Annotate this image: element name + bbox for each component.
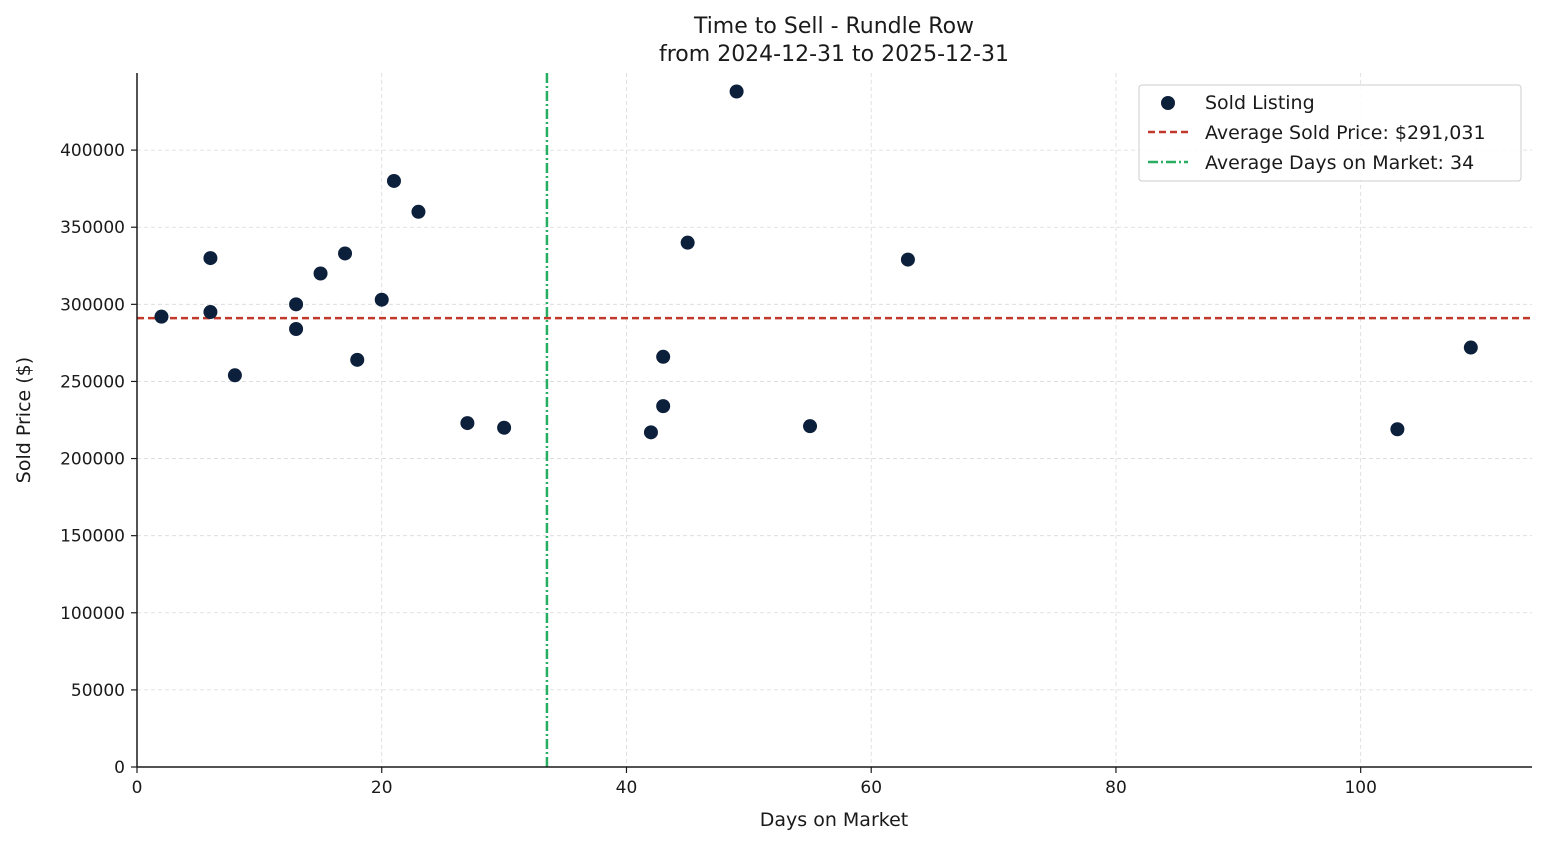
x-tick-label: 80: [1105, 778, 1127, 798]
y-tick-label: 350000: [60, 218, 125, 238]
data-point: [227, 368, 242, 383]
data-point: [460, 416, 475, 431]
data-point: [350, 352, 365, 367]
data-points: [154, 84, 1478, 440]
x-tick-label: 60: [860, 778, 882, 798]
reference-lines: [137, 73, 1532, 767]
data-point: [680, 235, 695, 250]
y-tick-label: 200000: [60, 450, 125, 470]
legend-label-avg-price: Average Sold Price: $291,031: [1205, 122, 1486, 144]
x-tick-label: 0: [132, 778, 143, 798]
y-tick-label: 150000: [60, 527, 125, 547]
chart-subtitle: from 2024-12-31 to 2025-12-31: [659, 42, 1009, 67]
data-point: [900, 252, 915, 267]
data-point: [803, 419, 818, 434]
legend: Sold Listing Average Sold Price: $291,03…: [1138, 84, 1522, 182]
data-point: [313, 266, 328, 281]
x-tick-label: 100: [1344, 778, 1376, 798]
axes: [136, 73, 1532, 768]
x-tick-label: 40: [616, 778, 638, 798]
data-point: [656, 349, 671, 364]
chart-title: Time to Sell - Rundle Row: [693, 14, 974, 39]
legend-marker-sold-listing: [1161, 96, 1175, 110]
data-point: [154, 309, 169, 324]
data-point: [289, 297, 304, 312]
x-axis-label: Days on Market: [760, 809, 908, 831]
data-point: [1463, 340, 1478, 355]
data-point: [289, 322, 304, 337]
data-point: [497, 420, 512, 435]
data-point: [656, 399, 671, 414]
data-point: [203, 305, 218, 320]
y-axis-label: Sold Price ($): [13, 357, 35, 483]
y-tick-label: 300000: [60, 295, 125, 315]
ticks: 0 20 40 60 80 100 0 50000 100000 150000 200000 2500…: [60, 141, 1377, 798]
legend-label-avg-days: Average Days on Market: 34: [1205, 152, 1474, 174]
y-tick-label: 100000: [60, 604, 125, 624]
data-point: [338, 246, 353, 261]
data-point: [411, 204, 426, 219]
y-tick-label: 50000: [71, 681, 125, 701]
y-tick-label: 400000: [60, 141, 125, 161]
y-tick-label: 250000: [60, 372, 125, 392]
legend-label-sold-listing: Sold Listing: [1205, 92, 1315, 114]
x-tick-label: 20: [371, 778, 393, 798]
y-tick-label: 0: [114, 758, 125, 778]
data-point: [643, 425, 658, 440]
data-point: [203, 251, 218, 266]
data-point: [386, 173, 401, 188]
data-point: [374, 292, 389, 307]
data-point: [1390, 422, 1405, 437]
data-point: [729, 84, 744, 99]
legend-box: [1138, 84, 1522, 182]
